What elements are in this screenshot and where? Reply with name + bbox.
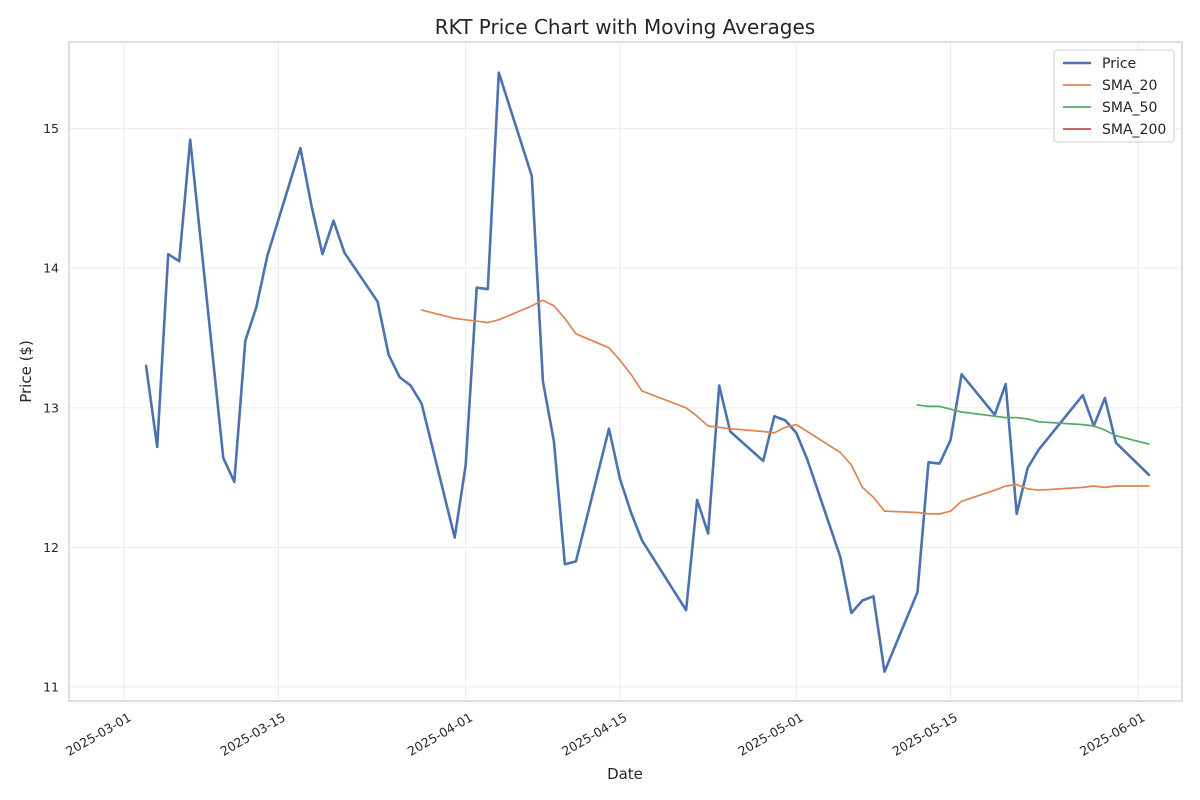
y-tick-label-3: 14	[43, 261, 59, 276]
series-line-sma-50	[916, 404, 1150, 445]
y-tick-label-2: 13	[43, 400, 59, 415]
x-axis-label: Date	[607, 765, 643, 783]
y-tick-label-1: 12	[43, 540, 59, 555]
plot-area-frame	[68, 41, 1183, 702]
x-tick-label-2: 2025-04-01	[405, 710, 475, 759]
legend-label-sma-200: SMA_200	[1102, 122, 1166, 138]
y-axis-ticks: 11 12 13 14 15	[43, 121, 59, 694]
chart-title: RKT Price Chart with Moving Averages	[435, 15, 815, 39]
y-tick-label-4: 15	[43, 121, 59, 136]
x-tick-label-4: 2025-05-01	[735, 710, 805, 759]
series-lines	[144, 71, 1151, 674]
x-tick-label-3: 2025-04-15	[559, 710, 629, 759]
legend-box	[1053, 49, 1175, 143]
series-line-sma-20	[420, 299, 1150, 515]
x-tick-label-1: 2025-03-15	[217, 710, 287, 759]
x-tick-label-0: 2025-03-01	[63, 710, 133, 759]
x-axis-ticks: 2025-03-01 2025-03-15 2025-04-01 2025-04-15…	[63, 710, 1147, 759]
y-axis-label: Price ($)	[17, 340, 35, 403]
legend-label-sma-20: SMA_20	[1102, 78, 1157, 94]
legend: Price SMA_20 SMA_50 SMA_200	[1053, 49, 1175, 143]
legend-label-price: Price	[1102, 56, 1136, 72]
x-tick-label-6: 2025-06-01	[1077, 710, 1147, 759]
grid-lines	[69, 42, 1182, 701]
legend-label-sma-50: SMA_50	[1102, 100, 1157, 116]
y-tick-label-0: 11	[43, 680, 59, 695]
series-line-price	[144, 71, 1151, 674]
x-tick-label-5: 2025-05-15	[890, 710, 960, 759]
